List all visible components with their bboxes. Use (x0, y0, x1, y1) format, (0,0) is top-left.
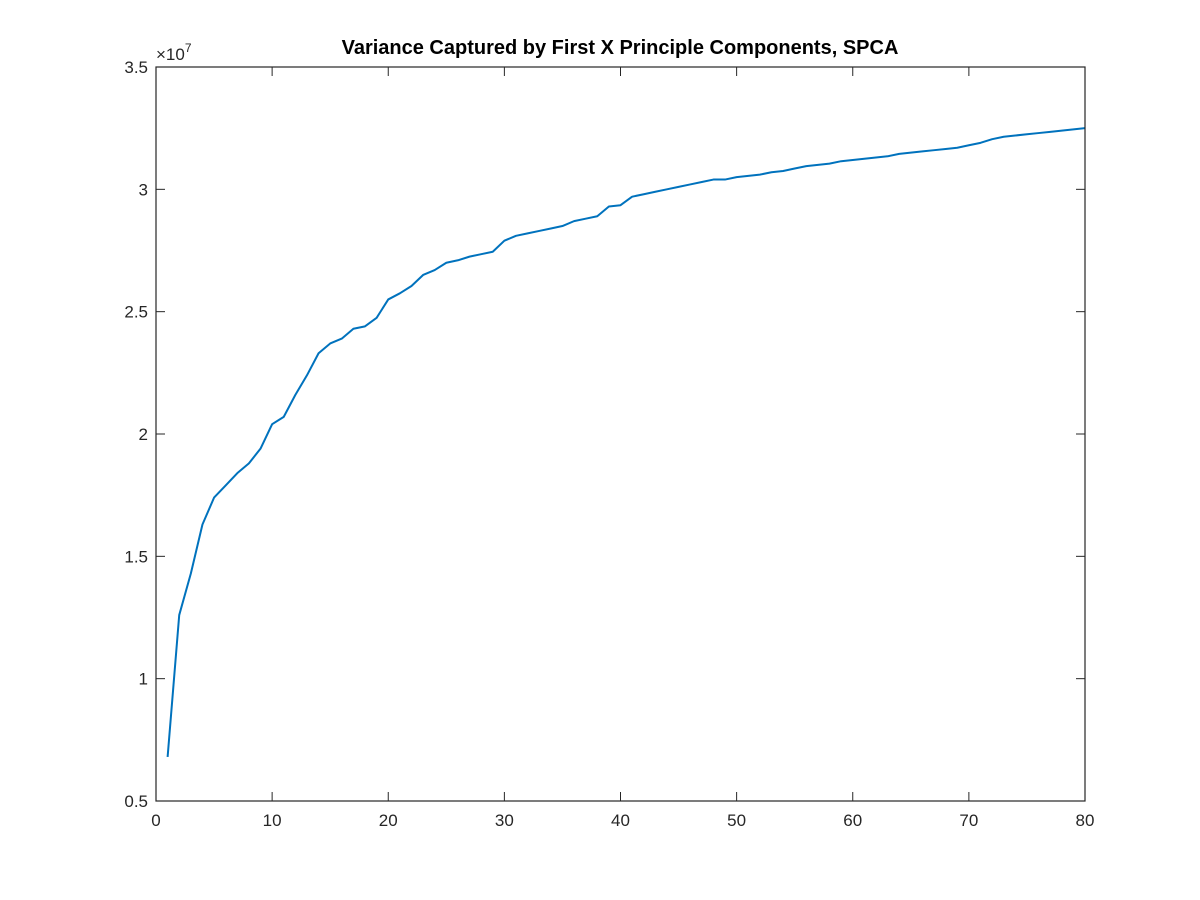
x-tick-label-2: 20 (379, 811, 398, 830)
y-tick-label-1: 1 (139, 670, 148, 689)
x-tick-label-6: 60 (843, 811, 862, 830)
x-tick-label-1: 10 (263, 811, 282, 830)
x-tick-label-5: 50 (727, 811, 746, 830)
x-tick-label-7: 70 (959, 811, 978, 830)
y-tick-label-5: 3 (139, 180, 148, 199)
plot-area: 0 10 20 30 40 50 60 70 80 0.5 1 1.5 2 2.5 3 3.5 (124, 58, 1094, 830)
y-axis-multiplier-base: ×10 (156, 45, 185, 64)
x-tick-label-8: 80 (1076, 811, 1095, 830)
y-tick-label-0: 0.5 (124, 792, 148, 811)
y-axis-multiplier: ×107 (156, 41, 192, 64)
y-tick-label-4: 2.5 (124, 303, 148, 322)
y-tick-label-2: 1.5 (124, 547, 148, 566)
y-tick-label-3: 2 (139, 425, 148, 444)
x-tick-label-3: 30 (495, 811, 514, 830)
chart-title: Variance Captured by First X Principle C… (342, 37, 899, 59)
series-line-0 (166, 127, 1086, 758)
y-tick-label-6: 3.5 (124, 58, 148, 77)
y-axis-multiplier-exponent: 7 (185, 41, 192, 55)
x-tick-label-4: 40 (611, 811, 630, 830)
x-tick-label-0: 0 (151, 811, 160, 830)
